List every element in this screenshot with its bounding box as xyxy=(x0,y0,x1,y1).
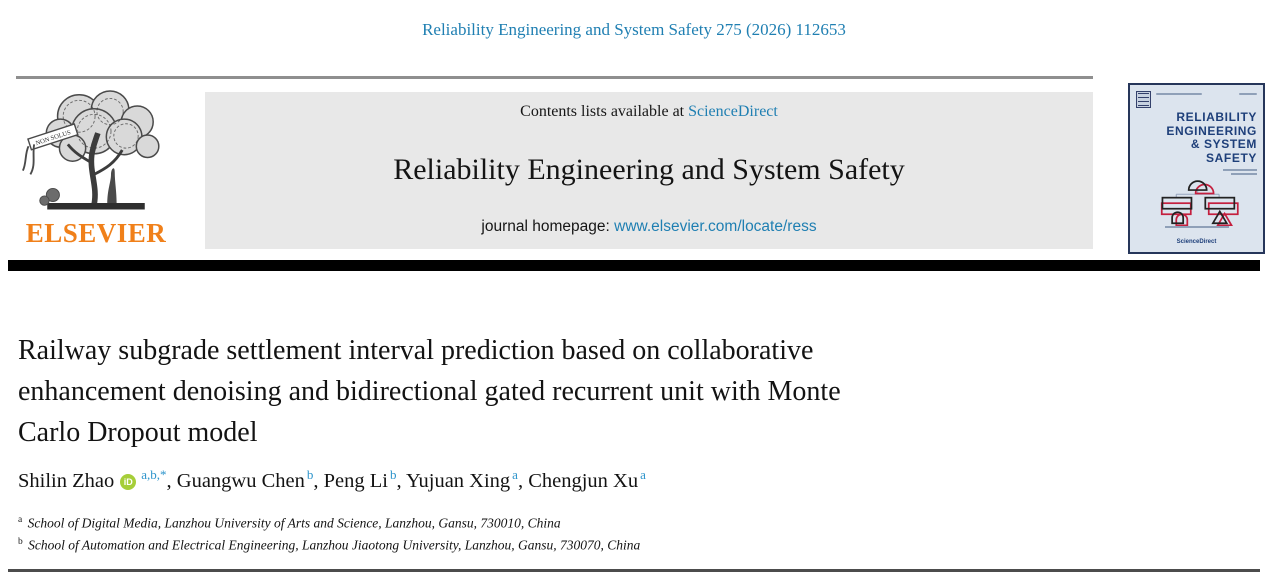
author-affiliation-sup: b xyxy=(389,467,397,482)
journal-citation-line: Reliability Engineering and System Safet… xyxy=(0,20,1268,40)
journal-cover-thumbnail[interactable]: RELIABILITY ENGINEERING & SYSTEM SAFETY xyxy=(1128,83,1265,254)
contents-prefix: Contents lists available at xyxy=(520,103,689,120)
sciencedirect-link[interactable]: ScienceDirect xyxy=(688,103,778,120)
citation-link[interactable]: Reliability Engineering and System Safet… xyxy=(422,20,846,39)
cover-sciencedirect-brand: ScienceDirect xyxy=(1176,239,1217,245)
author-affiliation-sup: a xyxy=(512,467,518,482)
author: Peng Li b xyxy=(323,467,397,492)
elsevier-logo[interactable]: NON SOLUS ELSEVIER xyxy=(16,84,176,252)
homepage-url-link[interactable]: www.elsevier.com/locate/ress xyxy=(614,218,817,235)
author-affiliation-sup: b xyxy=(306,467,314,482)
affiliation: b School of Automation and Electrical En… xyxy=(18,537,641,553)
masthead-box: Contents lists available at ScienceDirec… xyxy=(205,92,1093,249)
top-divider xyxy=(16,76,1093,79)
author: Chengjun Xu a xyxy=(528,467,646,492)
section-divider-bar xyxy=(8,260,1260,271)
homepage-line: journal homepage: www.elsevier.com/locat… xyxy=(481,218,816,236)
cover-editor-lines xyxy=(1136,169,1257,175)
author: Yujuan Xing a xyxy=(405,467,518,492)
affiliation-list: a School of Digital Media, Lanzhou Unive… xyxy=(18,511,1128,555)
homepage-prefix: journal homepage: xyxy=(481,218,615,235)
elsevier-wordmark: ELSEVIER xyxy=(25,218,167,248)
cover-elsevier-emblem-icon xyxy=(1136,91,1151,108)
bottom-divider xyxy=(8,569,1260,572)
author-affiliation-sup: a xyxy=(640,467,646,482)
cover-bottom: ScienceDirect xyxy=(1136,226,1257,248)
cover-top-row xyxy=(1136,91,1257,108)
journal-title: Reliability Engineering and System Safet… xyxy=(393,152,905,186)
author: Guangwu Chen b xyxy=(176,467,314,492)
orcid-icon[interactable]: iD xyxy=(120,473,137,490)
contents-line: Contents lists available at ScienceDirec… xyxy=(520,103,778,121)
author-affiliation-sup: a,b,* xyxy=(141,467,167,482)
cover-title: RELIABILITY ENGINEERING & SYSTEM SAFETY xyxy=(1166,110,1257,165)
author: Shilin Zhao iD a,b,* xyxy=(18,467,167,492)
author-list: Shilin Zhao iD a,b,*, Guangwu Chen b, Peng … xyxy=(18,467,646,492)
article-title: Railway subgrade settlement interval pre… xyxy=(18,335,841,448)
elsevier-tree-icon: NON SOLUS xyxy=(22,90,160,210)
cover-fault-tree-graphic xyxy=(1160,180,1239,226)
affiliation: a School of Digital Media, Lanzhou Unive… xyxy=(18,515,561,531)
